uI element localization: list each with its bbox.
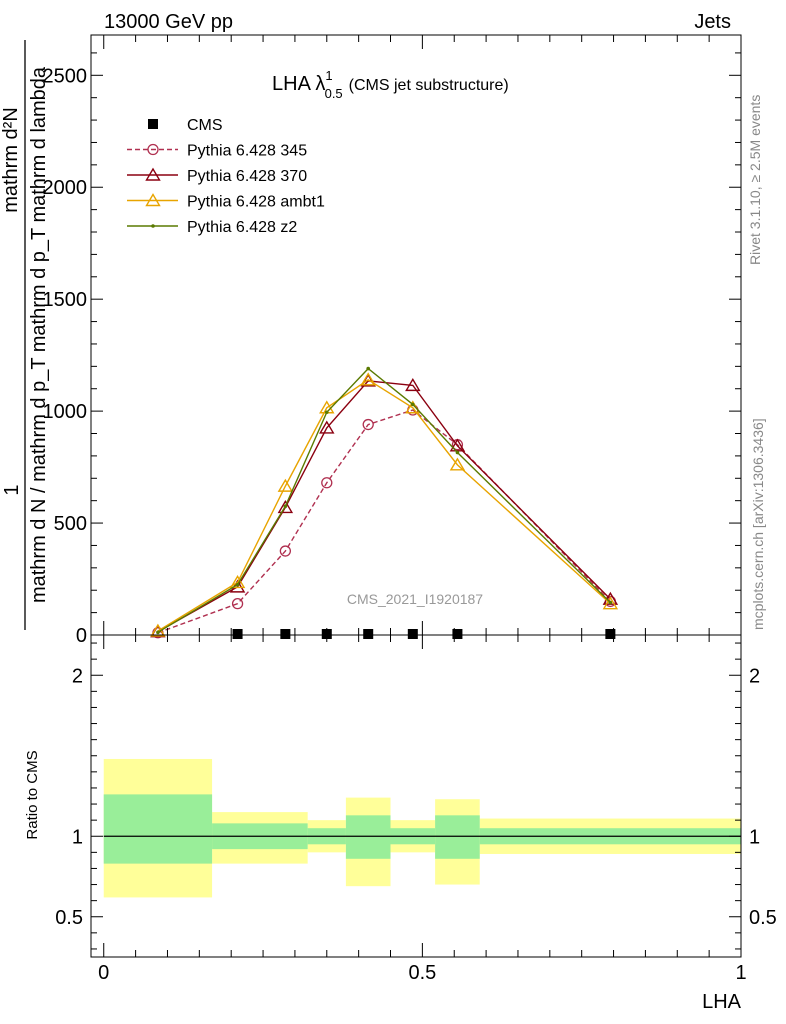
data-point bbox=[360, 372, 376, 386]
data-point bbox=[363, 629, 374, 639]
legend-label: Pythia 6.428 345 bbox=[187, 143, 307, 160]
data-point bbox=[232, 629, 243, 639]
ratio-y-tick-label: 2 bbox=[749, 665, 760, 687]
data-point bbox=[605, 629, 616, 639]
ratio-y-tick-label: 0.5 bbox=[55, 907, 83, 929]
main-y-tick-label: 1500 bbox=[43, 289, 88, 311]
main-y-tick-label: 500 bbox=[54, 513, 87, 535]
data-point bbox=[156, 630, 160, 635]
header-left: 13000 GeV pp bbox=[104, 11, 233, 33]
data-point bbox=[277, 478, 294, 492]
data-point bbox=[362, 418, 374, 431]
legend-marker bbox=[151, 224, 155, 228]
main-y-tick-label: 0 bbox=[76, 625, 87, 647]
x-tick-label: 0.5 bbox=[408, 962, 436, 984]
main-y-axis-label: 1 mathrm d²N mathrm d N / mathrm d p_T m… bbox=[0, 40, 50, 630]
data-point bbox=[231, 598, 244, 610]
legend-entry: Pythia 6.428 ambt1 bbox=[127, 193, 325, 211]
mcplots-label: mcplots.cern.ch [arXiv:1306.3436] bbox=[750, 418, 766, 630]
x-axis-label: LHA bbox=[702, 991, 742, 1013]
title-main: LHA λ bbox=[272, 73, 325, 95]
title-sub: 0.5 bbox=[325, 86, 343, 101]
x-tick-label: 0 bbox=[98, 962, 109, 984]
ylabel-top: 1 bbox=[1, 484, 23, 495]
main-panel: 0 500 1000 1500 2000 2500 CMS_2021_I1920187 L… bbox=[0, 34, 742, 647]
main-y-tick-label: 2500 bbox=[43, 65, 88, 87]
legend-label: Pythia 6.428 z2 bbox=[187, 219, 297, 236]
data-point bbox=[407, 629, 418, 639]
ratio-panel: 0.5 0.51 12 2 0 0.5 1 Ratio to CMS LHA bbox=[24, 634, 777, 1013]
data-point bbox=[277, 500, 294, 514]
main-x-ticks bbox=[103, 35, 742, 635]
legend-entry: CMS bbox=[148, 117, 223, 134]
data-point bbox=[455, 450, 460, 455]
legend-marker bbox=[148, 119, 158, 129]
legend-marker bbox=[145, 167, 161, 181]
data-point bbox=[452, 629, 463, 639]
series-line bbox=[157, 409, 611, 634]
main-plot-area bbox=[150, 366, 619, 639]
data-point bbox=[229, 575, 246, 589]
main-y-tick-label: 1000 bbox=[43, 401, 88, 423]
ratio-y-tick-label: 2 bbox=[72, 665, 83, 687]
data-point bbox=[405, 377, 421, 392]
series-4 bbox=[156, 366, 613, 635]
series-line bbox=[157, 367, 611, 633]
ratio-y-tick-label: 0.5 bbox=[749, 907, 777, 929]
legend: CMS Pythia 6.428 345 Pythia 6.428 370 Pythi… bbox=[127, 117, 325, 236]
rivet-version-label: Rivet 3.1.10, ≥ 2.5M events bbox=[747, 95, 763, 265]
ratio-frame bbox=[90, 634, 742, 958]
main-y-axis: 0 500 1000 1500 2000 2500 bbox=[43, 52, 741, 647]
ratio-band-inner bbox=[345, 815, 391, 859]
legend-entry: Pythia 6.428 z2 bbox=[127, 219, 297, 236]
data-point bbox=[366, 366, 371, 371]
ratio-y-axis: 0.5 0.5 1 1 2 2 bbox=[55, 642, 777, 950]
data-point bbox=[449, 457, 466, 471]
legend-entry: Pythia 6.428 345 bbox=[127, 143, 307, 160]
legend-entry: Pythia 6.428 370 bbox=[127, 167, 307, 185]
ylabel-denominator: mathrm d N / mathrm d p_T mathrm d p_T m… bbox=[28, 66, 50, 603]
data-point bbox=[411, 402, 415, 407]
ratio-x-axis: 0 0.5 1 bbox=[98, 635, 747, 984]
series-line bbox=[157, 380, 611, 633]
ylabel-numerator: mathrm d²N bbox=[0, 107, 22, 213]
data-point bbox=[319, 420, 335, 434]
ratio-y-axis-label: Ratio to CMS bbox=[24, 750, 41, 839]
legend-marker bbox=[147, 143, 159, 156]
data-point bbox=[279, 545, 292, 557]
data-point bbox=[602, 596, 619, 610]
data-point bbox=[324, 410, 329, 415]
ratio-band-inner bbox=[435, 815, 480, 859]
series-0 bbox=[232, 629, 616, 639]
ratio-band-inner bbox=[103, 794, 213, 864]
title-sup: 1 bbox=[325, 68, 332, 83]
main-title: LHA λ1 0.5 (CMS jet substructure) bbox=[272, 68, 509, 101]
data-point bbox=[608, 600, 613, 605]
main-y-tick-label: 2000 bbox=[43, 177, 88, 199]
header-right: Jets bbox=[694, 11, 731, 33]
x-tick-label: 1 bbox=[735, 962, 746, 984]
legend-label: Pythia 6.428 ambt1 bbox=[187, 194, 325, 211]
legend-marker bbox=[145, 193, 161, 207]
ratio-bands bbox=[103, 758, 741, 898]
data-point bbox=[321, 477, 333, 489]
data-point bbox=[280, 629, 291, 639]
ratio-y-tick-label: 1 bbox=[749, 826, 760, 848]
series-line bbox=[157, 378, 611, 632]
data-point bbox=[283, 504, 288, 509]
title-suffix: (CMS jet substructure) bbox=[349, 77, 509, 94]
ratio-y-tick-label: 1 bbox=[72, 826, 83, 848]
legend-label: Pythia 6.428 370 bbox=[187, 168, 307, 185]
analysis-watermark: CMS_2021_I1920187 bbox=[347, 591, 483, 607]
data-point bbox=[235, 582, 240, 587]
legend-label: CMS bbox=[187, 117, 223, 134]
